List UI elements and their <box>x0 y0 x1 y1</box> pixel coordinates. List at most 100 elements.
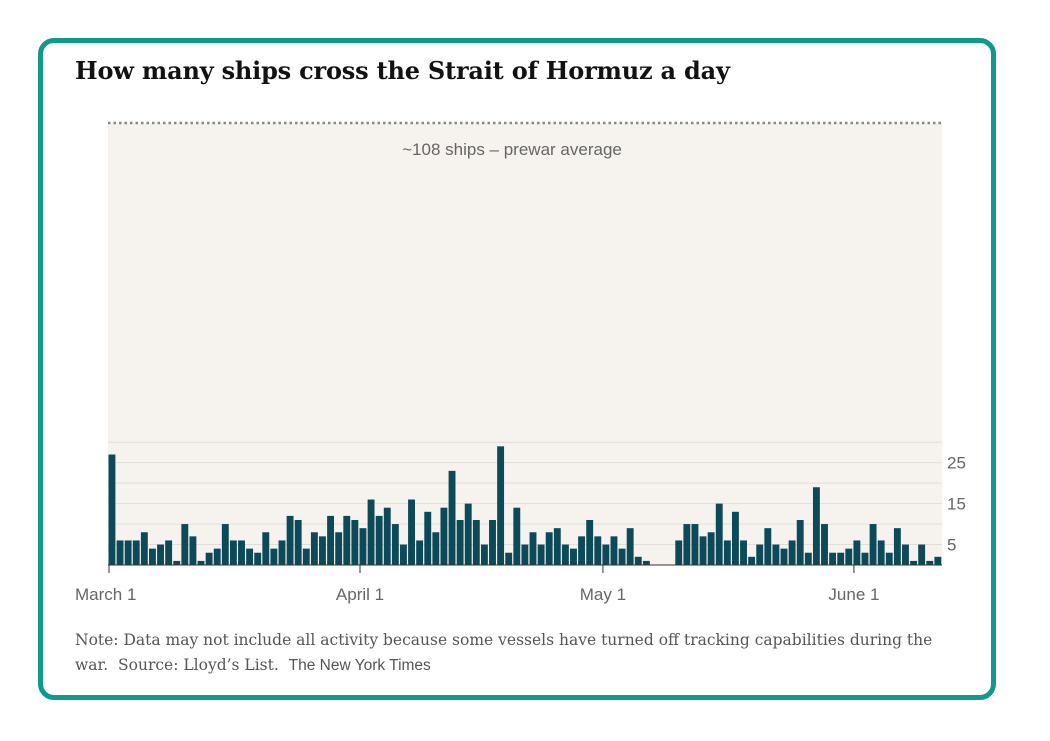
bar <box>286 515 294 565</box>
bar <box>489 519 496 565</box>
bar <box>148 548 156 565</box>
bar <box>367 499 375 565</box>
bar <box>448 470 456 565</box>
bar <box>464 503 472 565</box>
bar <box>764 528 772 565</box>
bar <box>618 548 626 565</box>
bar <box>505 552 513 565</box>
bar <box>310 532 318 565</box>
bar <box>513 507 521 565</box>
bar <box>456 519 464 565</box>
bar <box>165 540 173 565</box>
bar <box>521 544 529 565</box>
bar <box>343 515 351 565</box>
chart-note: Note: Data may not include all activity … <box>75 628 955 678</box>
y-axis-ticks: 5 15 25 <box>947 454 966 555</box>
bar <box>270 548 278 565</box>
bar <box>756 544 764 565</box>
bar <box>383 507 391 565</box>
bar <box>675 540 683 565</box>
bar <box>480 544 488 565</box>
x-tick-label: March 1 <box>75 585 136 604</box>
bar <box>189 536 197 565</box>
bar <box>221 524 229 565</box>
bar <box>327 515 335 565</box>
bar <box>861 552 869 565</box>
bar <box>918 544 926 565</box>
bar <box>424 511 432 565</box>
x-tick-label: April 1 <box>336 585 384 604</box>
bar <box>400 544 407 565</box>
x-tick-label: May 1 <box>580 585 626 604</box>
bar <box>772 544 780 565</box>
bar <box>561 544 569 565</box>
bar <box>740 540 747 565</box>
bar <box>853 540 861 565</box>
bar <box>416 540 424 565</box>
bar <box>626 528 634 565</box>
chart-title: How many ships cross the Strait of Hormu… <box>75 56 730 85</box>
bar <box>254 552 262 565</box>
bar <box>440 507 448 565</box>
bar <box>302 548 310 565</box>
bar <box>432 532 440 565</box>
bar <box>116 540 124 565</box>
bar <box>375 515 383 565</box>
credit-text: The New York Times <box>288 657 431 674</box>
bar <box>788 540 796 565</box>
bar <box>683 524 691 565</box>
source-text: Source: Lloyd’s List. <box>118 656 279 674</box>
bar <box>497 446 505 565</box>
bar <box>294 519 302 565</box>
bar <box>731 511 739 565</box>
bar <box>157 544 164 565</box>
bar <box>602 544 610 565</box>
bar <box>812 487 820 565</box>
bar <box>723 540 731 565</box>
bar <box>351 519 359 565</box>
note-text: Note: Data may not include all activity … <box>75 631 933 674</box>
bar <box>885 552 893 565</box>
bar <box>545 532 553 565</box>
bar <box>804 552 812 565</box>
bar <box>845 548 853 565</box>
bar <box>132 540 140 565</box>
bar <box>578 536 586 565</box>
bar <box>335 532 343 565</box>
bar <box>707 532 715 565</box>
bar <box>877 540 885 565</box>
bar <box>408 499 415 565</box>
bar <box>278 540 286 565</box>
prewar-shaded-area <box>108 123 942 565</box>
bar <box>837 552 845 565</box>
bar <box>553 528 561 565</box>
bar <box>691 524 699 565</box>
bar <box>748 556 756 565</box>
bar <box>594 536 602 565</box>
bar <box>472 519 480 565</box>
bar <box>319 536 326 565</box>
x-tick-label: June 1 <box>828 585 879 604</box>
bar <box>173 560 181 565</box>
bar <box>829 552 837 565</box>
bar <box>934 556 942 565</box>
bar <box>586 519 594 565</box>
bar <box>391 524 399 565</box>
bar <box>205 552 213 565</box>
bar <box>634 556 642 565</box>
bar <box>108 454 116 565</box>
y-tick-label: 25 <box>947 454 966 473</box>
bar <box>140 532 148 565</box>
bar <box>537 544 545 565</box>
bar <box>910 560 918 565</box>
bar <box>529 532 537 565</box>
bar <box>902 544 909 565</box>
prewar-average-label: ~108 ships – prewar average <box>402 140 622 159</box>
bar <box>642 560 650 565</box>
bar <box>213 548 221 565</box>
bar <box>796 519 804 565</box>
bar <box>699 536 707 565</box>
bar <box>893 528 901 565</box>
bar <box>246 548 254 565</box>
